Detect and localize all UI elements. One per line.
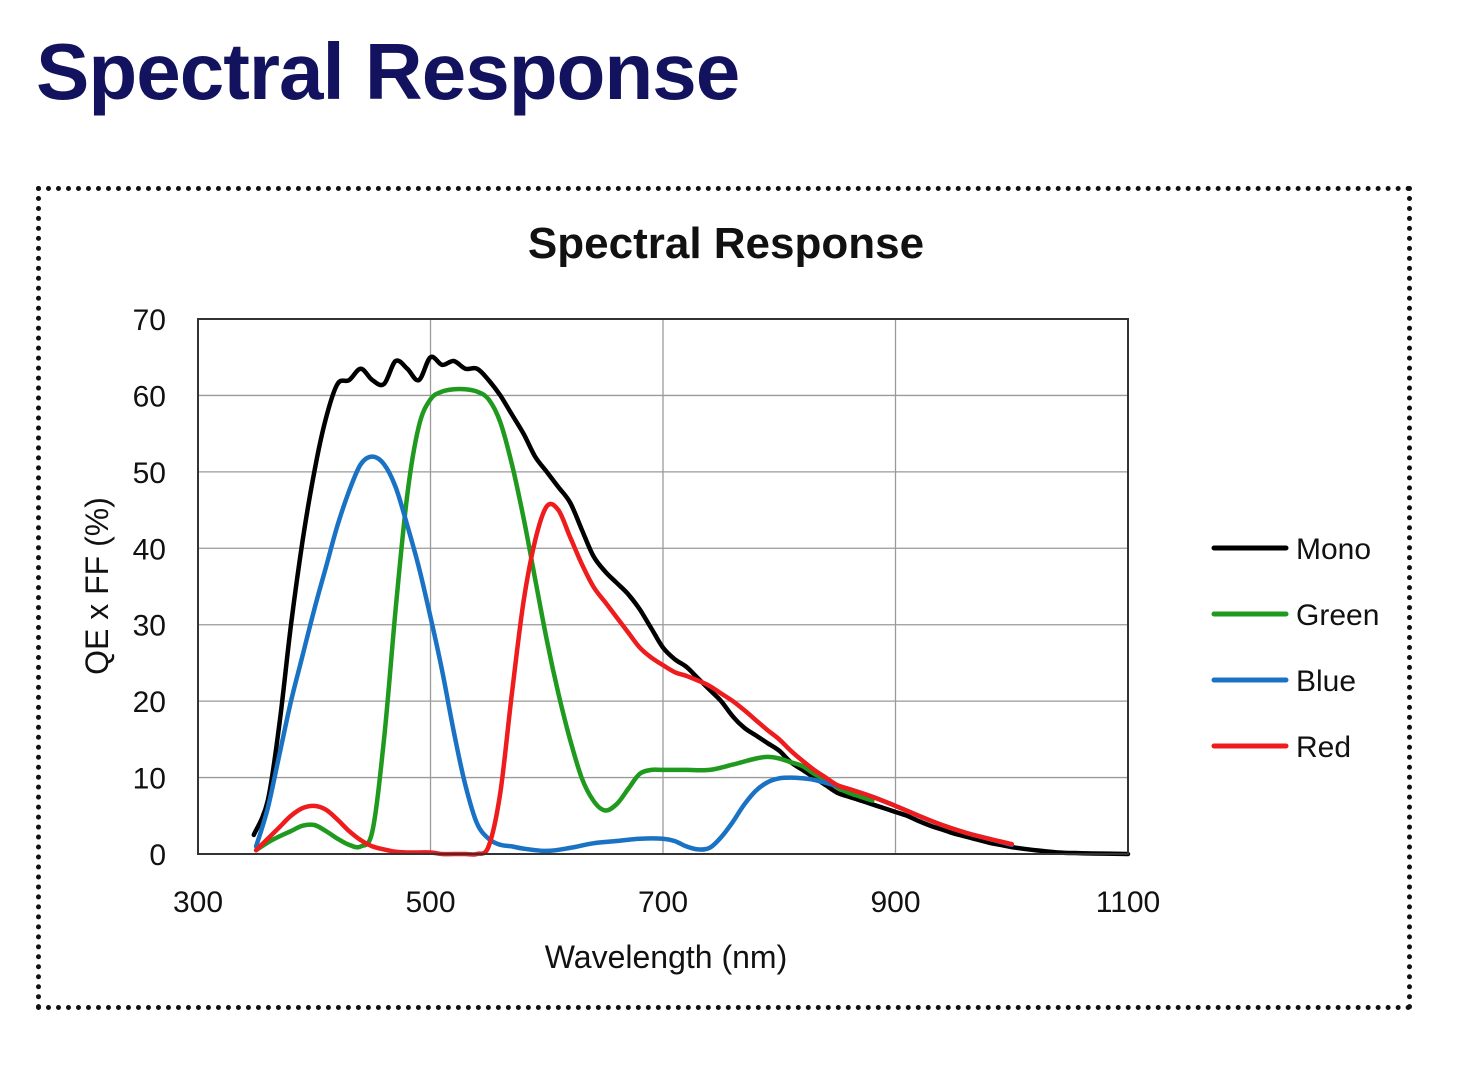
chart-frame — [36, 186, 1412, 1010]
series-line-green — [253, 386, 875, 853]
legend: Mono Green Blue Red — [1211, 533, 1379, 764]
legend-label-red: Red — [1296, 731, 1351, 764]
page-heading: Spectral Response — [36, 27, 740, 116]
y-tick-label: 10 — [133, 763, 166, 796]
tick-labels: 0 10 20 30 40 50 60 70 300 500 700 900 1100 — [133, 304, 1161, 919]
x-tick-label: 300 — [173, 886, 223, 919]
x-axis-label: Wavelength (nm) — [545, 939, 787, 975]
y-tick-label: 30 — [133, 610, 166, 643]
x-tick-label: 500 — [405, 886, 455, 919]
y-tick-label: 20 — [133, 686, 166, 719]
legend-label-mono: Mono — [1296, 533, 1371, 566]
plot-area-border — [197, 318, 1129, 855]
y-tick-label: 50 — [133, 457, 166, 490]
x-tick-label: 900 — [870, 886, 920, 919]
x-tick-label: 700 — [638, 886, 688, 919]
chart-title: Spectral Response — [528, 219, 924, 268]
legend-label-green: Green — [1296, 599, 1379, 632]
series-line-blue — [253, 454, 1015, 854]
x-tick-label: 1100 — [1096, 886, 1161, 919]
y-axis-label: QE x FF (%) — [79, 497, 115, 675]
legend-label-blue: Blue — [1296, 665, 1356, 698]
y-tick-label: 0 — [149, 839, 166, 872]
y-tick-label: 60 — [133, 380, 166, 413]
series-line-mono — [251, 354, 1131, 857]
series-lines — [251, 354, 1131, 857]
grid-lines — [197, 318, 1129, 855]
y-tick-label: 70 — [133, 304, 166, 337]
y-tick-label: 40 — [133, 533, 166, 566]
series-line-red — [253, 501, 1015, 857]
